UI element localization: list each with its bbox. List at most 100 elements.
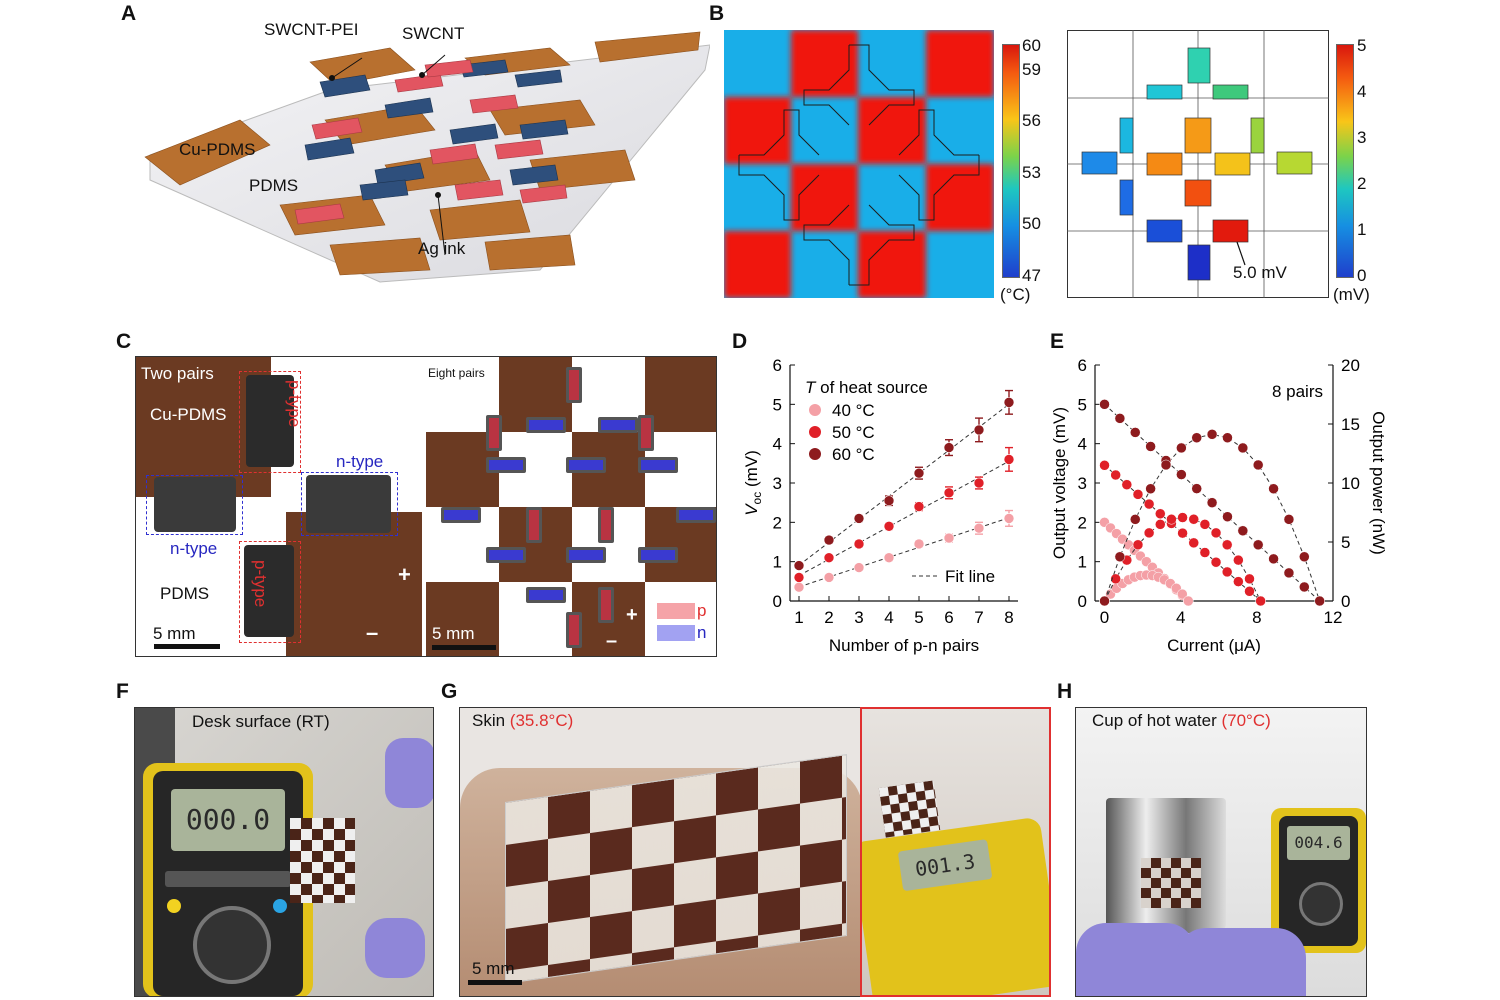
legend-marker (809, 426, 821, 438)
y-tick-label: 0 (1078, 592, 1087, 611)
voltage-colorbar (1336, 44, 1354, 278)
voltage-point (1188, 537, 1199, 549)
meter-dial[interactable] (193, 906, 271, 984)
voltage-point (1233, 576, 1244, 587)
volt-tick-1: 1 (1357, 220, 1367, 239)
data-point (883, 552, 895, 564)
temp-tick-50: 50 (1022, 214, 1041, 233)
x-tick-label: 5 (914, 608, 923, 627)
cu-tile (645, 357, 716, 432)
meter-display: 000.0 (171, 789, 285, 851)
y2-tick-label: 10 (1341, 474, 1360, 493)
p-type-leg (246, 375, 294, 467)
photo-hot-water: 004.6 (1075, 707, 1367, 997)
photo-desk: 000.0 (134, 707, 434, 997)
voltage-point (1176, 469, 1187, 480)
y-axis-label: Output voltage (mV) (1050, 407, 1069, 559)
voltage-point (1268, 553, 1279, 565)
legend-p-label: p (697, 601, 707, 620)
temp-tick-59: 59 (1022, 60, 1041, 79)
multimeter-face: 004.6 (1279, 816, 1358, 946)
c-left-title: Two pairs (141, 364, 214, 383)
blue-button[interactable] (273, 899, 287, 913)
legend-label: 40 °C (832, 401, 875, 420)
voltage-point (1244, 586, 1255, 597)
voltage-point (1099, 460, 1110, 471)
data-point (943, 532, 955, 544)
photo-two-pairs (136, 357, 422, 656)
g-scale: 5 mm (472, 959, 515, 978)
voltage-point (1210, 556, 1222, 568)
voltage-point (1177, 527, 1188, 539)
meter-display: 001.3 (897, 839, 993, 892)
meter-dial[interactable] (1299, 882, 1343, 926)
panel-label-f: F (116, 680, 129, 703)
p-type-leg (598, 587, 614, 623)
p-type-leg (638, 415, 654, 451)
n-type-leg (638, 457, 678, 473)
multimeter-body[interactable]: 000.0 (143, 763, 313, 996)
multimeter-body[interactable]: 001.3 (862, 816, 1049, 995)
power-point (1114, 551, 1126, 563)
y-tick-label: 6 (1078, 356, 1087, 375)
data-point (883, 520, 895, 532)
legend-marker (809, 404, 821, 416)
data-point (1003, 454, 1015, 465)
power-point (1314, 595, 1325, 607)
voltage-point (1110, 469, 1121, 481)
voltage-point (1155, 508, 1166, 520)
n-type-leg (154, 477, 236, 532)
n-type-leg (486, 457, 526, 473)
label-cu-pdms: Cu-PDMS (179, 140, 256, 159)
cu-pdms-tiles (144, 31, 701, 276)
temp-tick-56: 56 (1022, 111, 1041, 130)
temp-tick-53: 53 (1022, 163, 1041, 182)
c-left-scale: 5 mm (153, 624, 196, 643)
x-tick-label: 8 (1004, 608, 1013, 627)
glove (1176, 928, 1306, 996)
power-point (1191, 432, 1202, 443)
y-tick-label: 5 (773, 395, 782, 414)
voltage-point (1252, 539, 1264, 551)
data-point (1003, 513, 1015, 524)
power-point (1206, 429, 1218, 440)
power-point (1099, 595, 1110, 607)
yellow-button[interactable] (167, 899, 181, 913)
power-point (1177, 588, 1188, 600)
legend-label: 50 °C (832, 423, 875, 442)
legend-title: T of heat source (805, 378, 928, 397)
y-tick-label: 5 (1078, 395, 1087, 414)
p-type-box (239, 371, 301, 473)
glove (385, 738, 433, 808)
n-type-leg (566, 457, 606, 473)
power-point (1210, 527, 1222, 539)
temperature-colorbar (1002, 44, 1020, 278)
volt-tick-2: 2 (1357, 174, 1367, 193)
panel-label-d: D (732, 330, 748, 353)
temperature-map (724, 30, 994, 298)
data-point (793, 581, 805, 593)
meter-buttons[interactable] (165, 871, 291, 887)
y-axis-label: Voc (mV) (742, 450, 764, 516)
power-point (1221, 539, 1233, 551)
voltage-point (1237, 525, 1249, 537)
voltage-point (1145, 441, 1156, 452)
x-tick-label: 1 (794, 608, 803, 627)
caption-desk: Desk surface (RT) (192, 712, 330, 731)
p-type-leg (566, 367, 582, 403)
n-type-leg (566, 547, 606, 563)
x-tick-label: 4 (884, 608, 893, 627)
c-left-minus: – (366, 620, 379, 645)
legend-n-swatch (657, 625, 695, 641)
panel-label-c: C (116, 330, 132, 353)
power-point (1177, 512, 1188, 523)
voltage-point (1283, 567, 1295, 579)
n-type-leg (306, 475, 391, 533)
teg-device (878, 780, 941, 838)
multimeter-body[interactable]: 004.6 (1271, 808, 1366, 953)
temp-tick-60: 60 (1022, 36, 1041, 55)
c-left-p-type-top: p-type (285, 380, 304, 428)
panel-label-b: B (709, 2, 725, 25)
y2-tick-label: 5 (1341, 533, 1350, 552)
